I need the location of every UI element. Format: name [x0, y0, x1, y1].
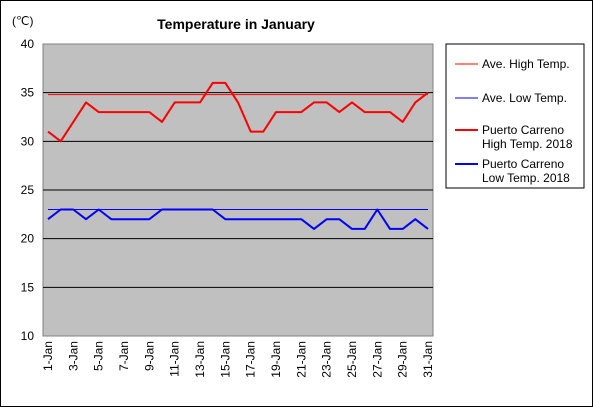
x-tick-label: 13-Jan [193, 341, 207, 378]
y-tick-label: 15 [21, 280, 35, 294]
x-tick-label: 25-Jan [345, 341, 359, 378]
legend-label: Ave. High Temp. [482, 57, 570, 71]
gridlines [43, 92, 433, 288]
x-tick-label: 27-Jan [370, 341, 384, 378]
x-tick-label: 19-Jan [269, 341, 283, 378]
x-tick-label: 17-Jan [244, 341, 258, 378]
x-tick-label: 23-Jan [320, 341, 334, 378]
series-line-3 [47, 208, 429, 230]
y-tick-label: 30 [21, 134, 35, 148]
series-lines [47, 81, 429, 230]
y-tick-label: 40 [21, 37, 35, 51]
x-tick-label: 3-Jan [66, 341, 80, 371]
x-tick-label: 9-Jan [142, 341, 156, 371]
legend-label: Puerto Carreno [482, 157, 564, 171]
x-tick-label: 29-Jan [396, 341, 410, 378]
legend-label: Low Temp. 2018 [482, 171, 570, 185]
x-tick-label: 31-Jan [421, 341, 435, 378]
series-line-2 [47, 81, 429, 143]
legend-label: Ave. Low Temp. [482, 91, 567, 105]
y-tick-label: 35 [21, 86, 35, 100]
chart-title: Temperature in January [157, 16, 315, 32]
y-tick-label: 20 [21, 232, 35, 246]
x-tick-label: 7-Jan [117, 341, 131, 371]
legend-label: High Temp. 2018 [482, 137, 573, 151]
x-tick-label: 21-Jan [294, 341, 308, 378]
x-tick-label: 5-Jan [92, 341, 106, 371]
x-tick-labels: 1-Jan 3-Jan 5-Jan 7-Jan 9-Jan 11-Jan 13-Jan 15-… [41, 341, 435, 378]
x-tick-label: 15-Jan [218, 341, 232, 378]
legend-box [445, 43, 585, 189]
y-tick-label: 25 [21, 183, 35, 197]
legend-label: Puerto Carreno [482, 123, 564, 137]
y-tick-labels: 10 15 20 25 30 35 40 [21, 37, 35, 343]
x-tick-label: 1-Jan [41, 341, 55, 371]
unit-label: (℃) [12, 14, 33, 28]
x-tick-label: 11-Jan [168, 341, 182, 377]
legend: Ave. High Temp. Ave. Low Temp. Puerto Carr… [455, 57, 573, 185]
y-tick-label: 10 [21, 329, 35, 343]
